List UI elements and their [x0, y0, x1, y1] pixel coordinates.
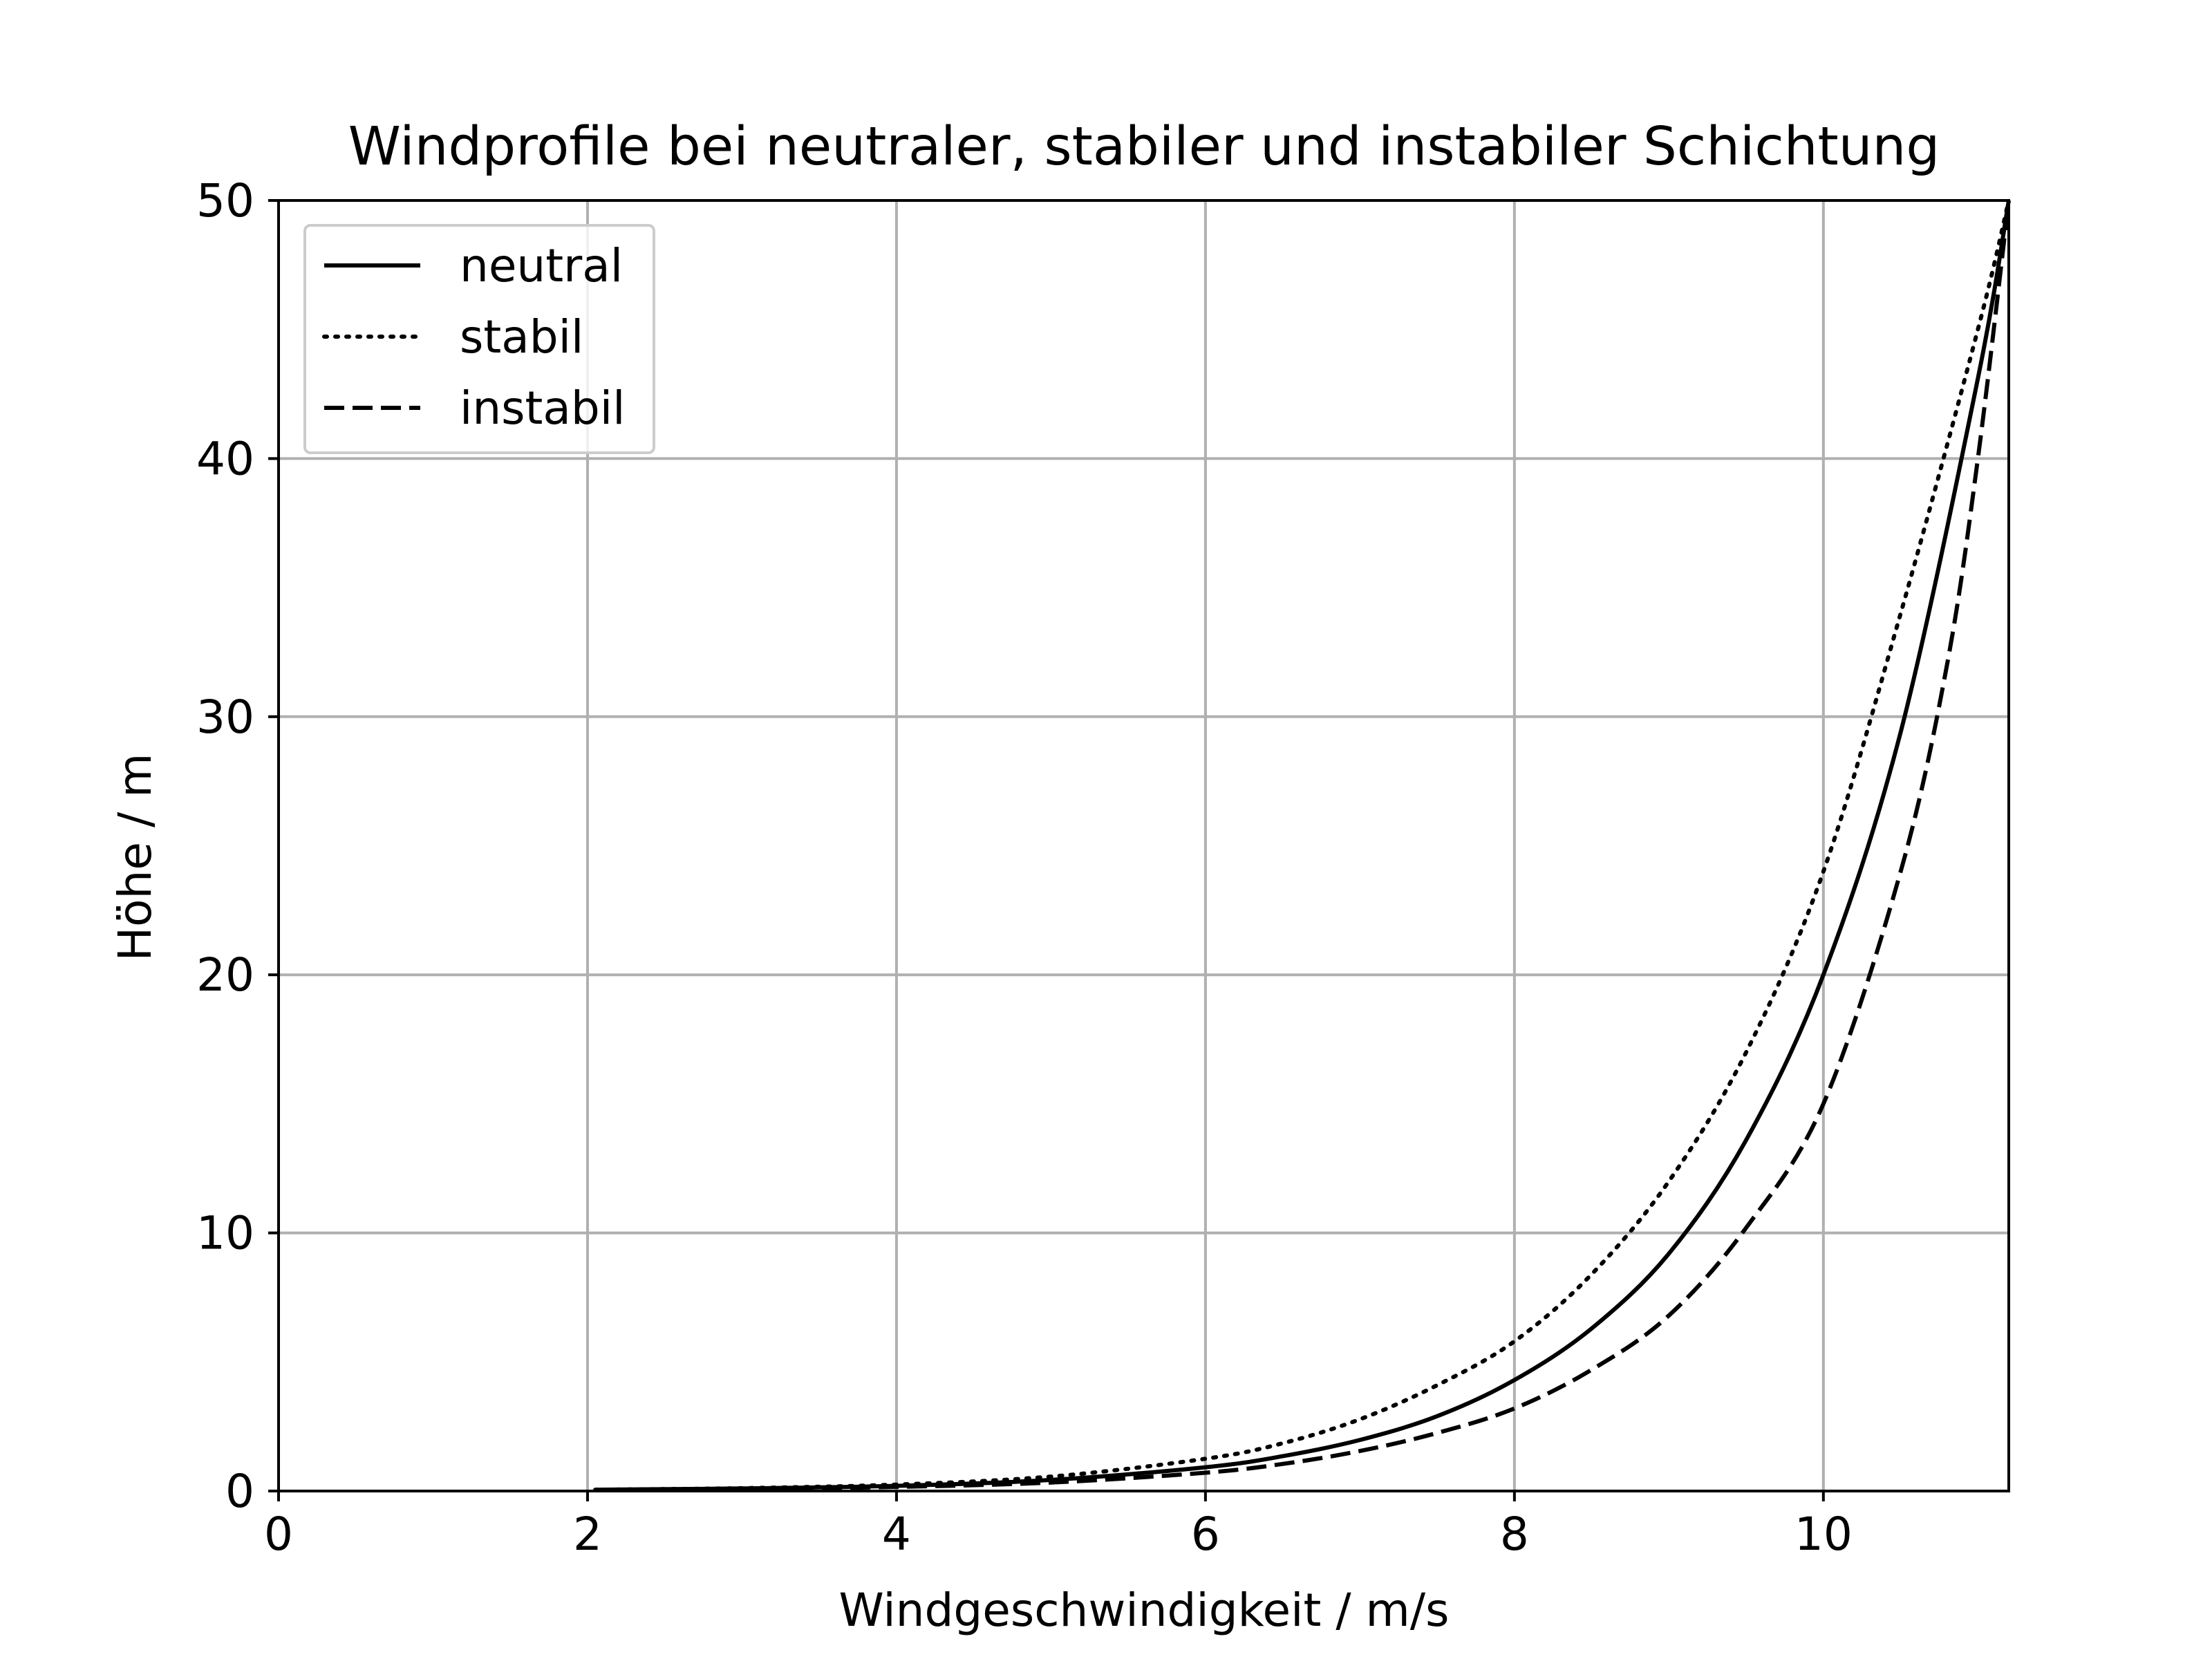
chart-title: Windprofile bei neutraler, stabiler und …: [348, 116, 1940, 178]
legend-label-stabil: stabil: [460, 310, 583, 364]
legend-label-neutral: neutral: [460, 239, 623, 292]
legend-box: [303, 224, 655, 454]
x-tick-label: 4: [882, 1508, 911, 1561]
legend-label-instabil: instabil: [460, 382, 625, 435]
y-axis-label: Höhe / m: [109, 753, 162, 962]
plot-frame: [277, 199, 2010, 1492]
x-tick-label: 6: [1191, 1508, 1220, 1561]
series-line-instabil: [595, 200, 2011, 1492]
x-tick-label: 0: [264, 1508, 293, 1561]
y-tick-label: 0: [225, 1465, 254, 1518]
series-line-stabil: [593, 198, 2011, 1492]
x-axis-label: Windgeschwindigkeit / m/s: [839, 1584, 1450, 1637]
y-tick-label: 30: [196, 691, 254, 744]
x-tick-label: 2: [573, 1508, 602, 1561]
y-tick-label: 50: [196, 174, 254, 227]
legend: neutral stabil instabil: [303, 224, 655, 454]
x-tick-label: 8: [1500, 1508, 1529, 1561]
grid: [277, 199, 2009, 1492]
series-lines: [593, 198, 2011, 1492]
y-tick-label: 10: [196, 1207, 254, 1260]
x-tick-label: 10: [1794, 1508, 1853, 1561]
axis-ticks: 0 2 4 6 8 10 0 10 20 30 40 50: [196, 174, 1853, 1561]
y-tick-label: 40: [196, 432, 254, 485]
y-tick-label: 20: [196, 948, 254, 1002]
